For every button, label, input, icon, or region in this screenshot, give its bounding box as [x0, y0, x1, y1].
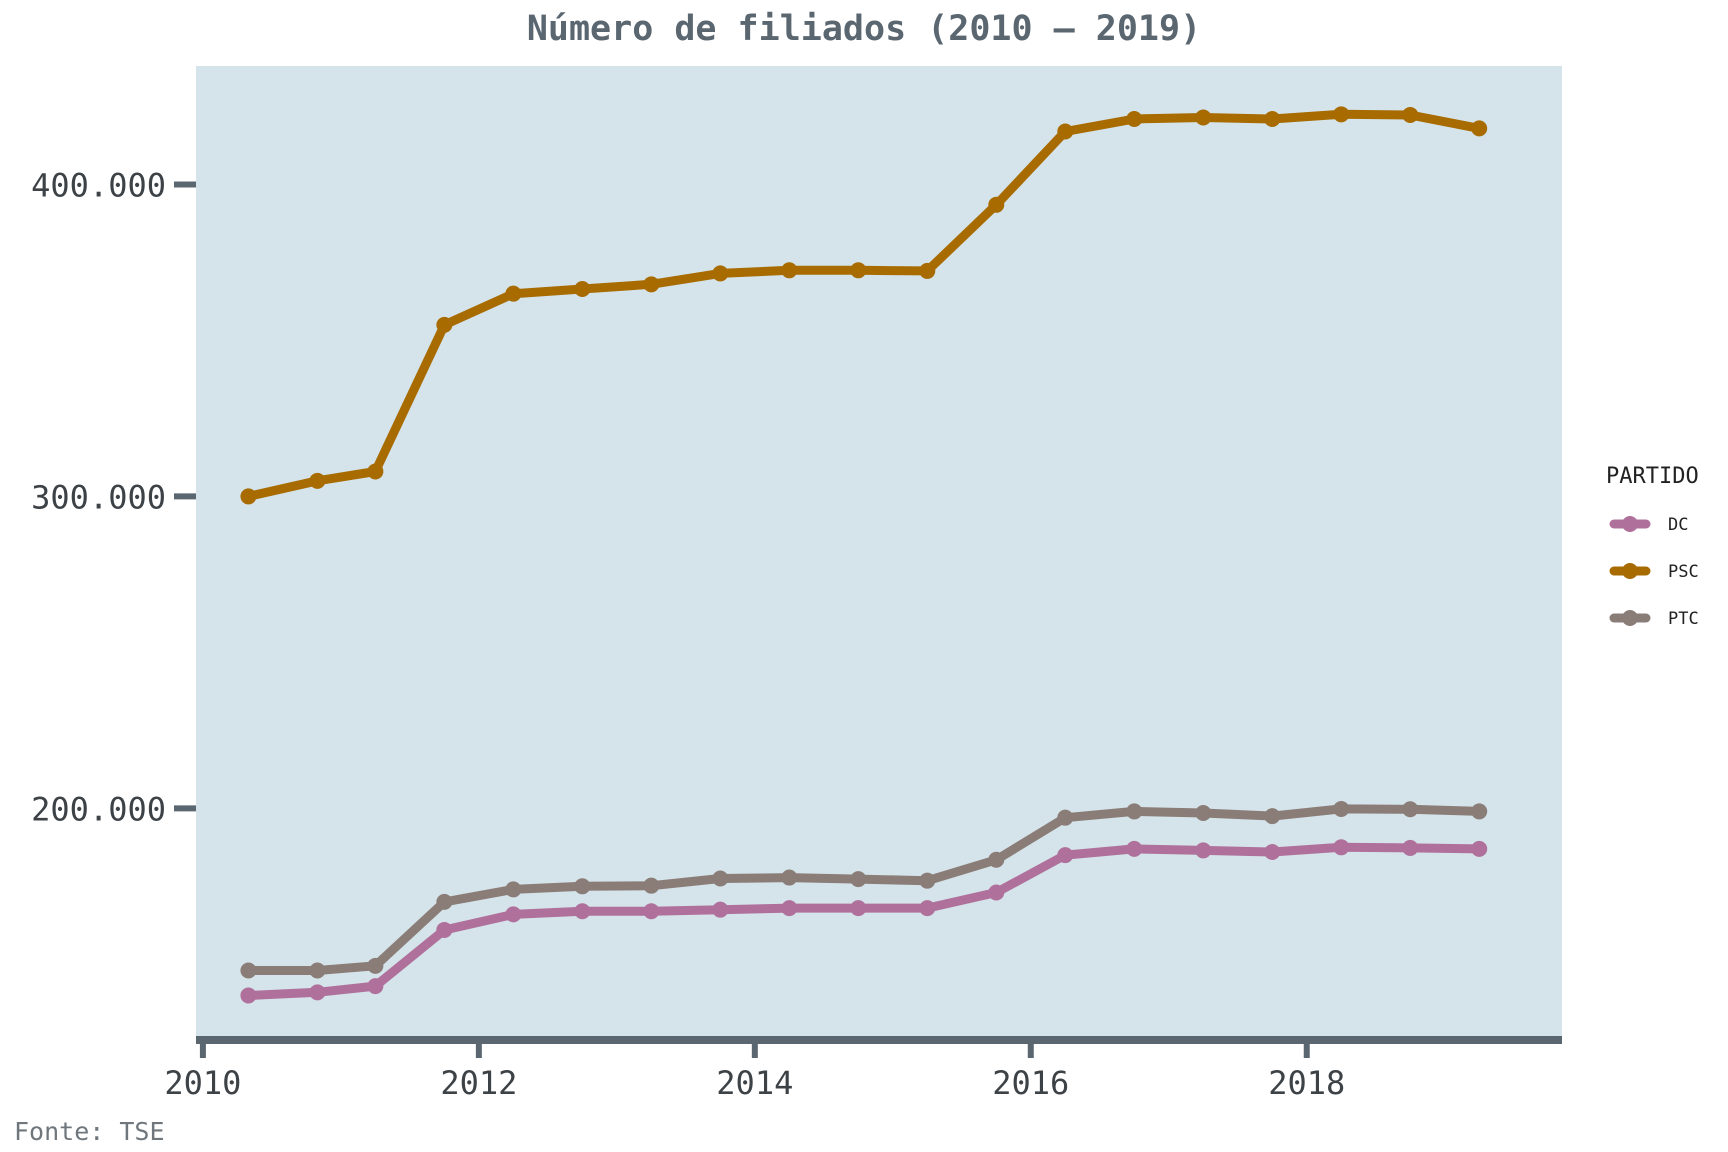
legend-title: PARTIDO — [1606, 464, 1699, 489]
data-point-psc — [240, 488, 257, 505]
data-point-ptc — [781, 869, 798, 886]
data-point-dc — [309, 984, 326, 1001]
data-point-ptc — [1264, 808, 1281, 825]
series-layer — [240, 106, 1488, 1004]
legend: PARTIDO DC PSC PTC — [1606, 464, 1699, 629]
data-point-dc — [574, 903, 591, 920]
data-point-ptc — [1126, 803, 1143, 820]
y-tick-label: 200.000 — [31, 790, 166, 828]
data-point-dc — [850, 900, 867, 917]
data-point-dc — [1126, 840, 1143, 857]
data-point-psc — [919, 262, 936, 279]
data-point-dc — [1057, 847, 1074, 864]
data-point-psc — [850, 262, 867, 279]
data-point-ptc — [1471, 803, 1488, 820]
data-point-ptc — [988, 851, 1005, 868]
data-point-ptc — [1057, 809, 1074, 826]
data-point-psc — [1057, 123, 1074, 140]
legend-key-point-ptc — [1622, 610, 1638, 626]
data-point-dc — [1402, 839, 1419, 856]
data-point-psc — [1471, 120, 1488, 137]
data-point-ptc — [367, 957, 384, 974]
data-point-psc — [309, 472, 326, 489]
x-tick-label: 2014 — [716, 1064, 793, 1102]
data-point-psc — [781, 262, 798, 279]
data-point-dc — [1195, 842, 1212, 859]
data-point-psc — [436, 316, 453, 333]
data-point-dc — [436, 921, 453, 938]
legend-label-ptc: PTC — [1668, 609, 1699, 629]
data-point-dc — [643, 903, 660, 920]
data-point-ptc — [574, 878, 591, 895]
source-caption: Fonte: TSE — [14, 1117, 165, 1146]
data-point-dc — [781, 900, 798, 917]
data-point-dc — [712, 901, 729, 918]
legend-key-point-psc — [1622, 563, 1638, 579]
chart-title: Número de filiados (2010 – 2019) — [527, 9, 1201, 49]
data-point-psc — [988, 196, 1005, 213]
x-tick-label: 2016 — [992, 1064, 1069, 1102]
legend-label-psc: PSC — [1668, 562, 1699, 582]
data-point-ptc — [309, 962, 326, 979]
data-point-dc — [1333, 839, 1350, 856]
data-point-dc — [919, 900, 936, 917]
data-point-psc — [1333, 106, 1350, 123]
data-point-ptc — [1402, 801, 1419, 818]
data-point-ptc — [240, 962, 257, 979]
x-tick-label: 2012 — [440, 1064, 517, 1102]
y-tick-label: 300.000 — [31, 478, 166, 516]
data-point-dc — [988, 884, 1005, 901]
data-point-ptc — [505, 881, 522, 898]
data-point-psc — [643, 276, 660, 293]
data-point-ptc — [919, 872, 936, 889]
data-point-dc — [505, 906, 522, 923]
data-point-psc — [367, 463, 384, 480]
data-point-psc — [574, 281, 591, 298]
data-point-dc — [240, 987, 257, 1004]
x-tick-label: 2018 — [1268, 1064, 1345, 1102]
data-point-ptc — [643, 877, 660, 894]
y-tick-label: 400.000 — [31, 167, 166, 205]
data-point-psc — [1126, 111, 1143, 128]
legend-key-point-dc — [1622, 516, 1638, 532]
data-point-dc — [1264, 843, 1281, 860]
data-point-ptc — [1195, 804, 1212, 821]
data-point-psc — [1264, 111, 1281, 128]
data-point-psc — [1195, 109, 1212, 126]
x-axis: 2010 2012 2014 2016 2018 — [164, 1036, 1562, 1102]
data-point-psc — [712, 265, 729, 282]
data-point-psc — [1402, 106, 1419, 123]
data-point-ptc — [850, 871, 867, 888]
data-point-dc — [1471, 840, 1488, 857]
data-point-ptc — [712, 870, 729, 887]
data-point-ptc — [1333, 800, 1350, 817]
data-point-psc — [505, 285, 522, 302]
data-point-ptc — [436, 893, 453, 910]
legend-label-dc: DC — [1668, 515, 1688, 535]
plot-panel — [196, 66, 1562, 1036]
data-point-dc — [367, 978, 384, 995]
y-axis: 200.000 300.000 400.000 — [31, 167, 196, 828]
x-tick-label: 2010 — [164, 1064, 241, 1102]
